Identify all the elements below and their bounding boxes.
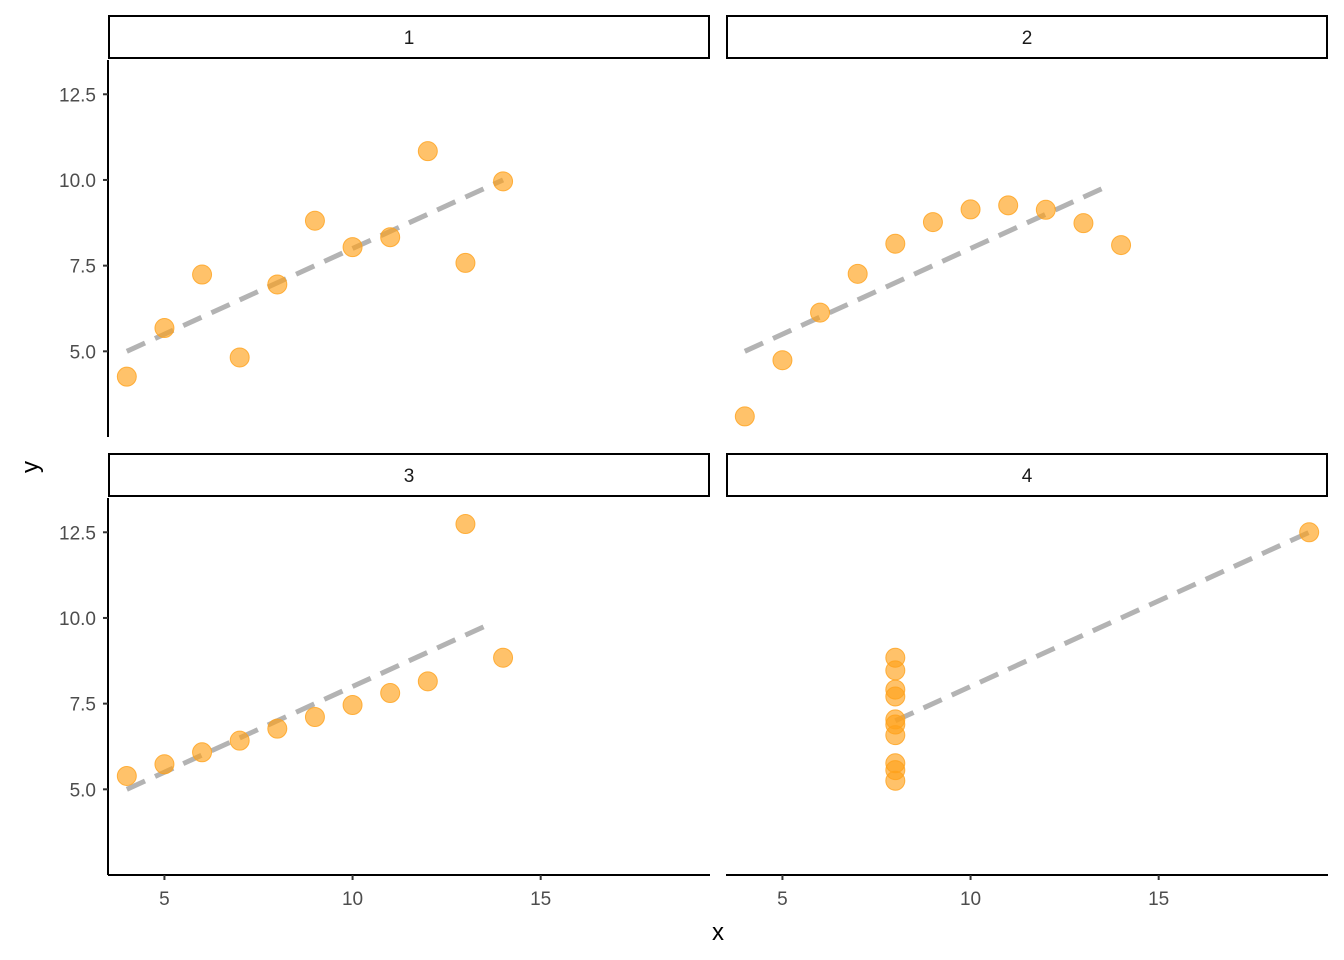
facet-panel-4: 4 5 10 15 bbox=[726, 453, 1328, 910]
data-point bbox=[342, 695, 363, 716]
facet-strip-4 bbox=[726, 453, 1328, 497]
y-tick-label: 10.0 bbox=[59, 609, 96, 630]
trend-line-3 bbox=[125, 622, 490, 792]
data-point bbox=[304, 210, 325, 231]
data-point bbox=[960, 199, 981, 220]
panels-layer: 1 5.0 7.5 10.0 12.5 2 3 5.0 7.5 10.0 12.5 5 10 15 4 5 10… bbox=[59, 15, 1328, 910]
data-point bbox=[455, 252, 476, 273]
x-axis-title: x bbox=[712, 919, 724, 946]
y-tick-label: 10.0 bbox=[59, 171, 96, 192]
data-point bbox=[116, 366, 137, 387]
data-point bbox=[772, 350, 793, 371]
data-point bbox=[885, 714, 906, 735]
y-tick-label: 5.0 bbox=[70, 342, 96, 363]
data-point bbox=[116, 765, 137, 786]
y-tick-label: 7.5 bbox=[70, 257, 96, 278]
data-point bbox=[1073, 213, 1094, 234]
data-point bbox=[998, 195, 1019, 216]
facet-strip-2 bbox=[726, 15, 1328, 59]
trend-line-2 bbox=[743, 184, 1108, 354]
y-tick-label: 5.0 bbox=[70, 780, 96, 801]
facet-strip-1 bbox=[108, 15, 710, 59]
data-point bbox=[380, 683, 401, 704]
data-point bbox=[734, 406, 755, 427]
data-point bbox=[810, 302, 831, 323]
x-tick-label: 15 bbox=[530, 889, 551, 910]
data-point bbox=[493, 171, 514, 192]
data-point bbox=[885, 233, 906, 254]
data-point bbox=[417, 141, 438, 162]
data-point bbox=[885, 660, 906, 681]
y-axis-title: y bbox=[17, 461, 44, 473]
x-tick-label: 10 bbox=[960, 889, 981, 910]
facet-strip-label-1: 1 bbox=[404, 28, 415, 49]
x-tick-label: 5 bbox=[777, 889, 788, 910]
data-point bbox=[847, 263, 868, 284]
trend-line-1 bbox=[125, 177, 505, 354]
data-point bbox=[922, 212, 943, 233]
data-point bbox=[192, 742, 213, 763]
data-point bbox=[493, 647, 514, 668]
facet-strip-label-3: 3 bbox=[404, 466, 415, 487]
facet-panel-3: 3 5.0 7.5 10.0 12.5 5 10 15 bbox=[59, 453, 710, 910]
data-point bbox=[267, 274, 288, 295]
data-point bbox=[192, 264, 213, 285]
facet-panel-1: 1 5.0 7.5 10.0 12.5 bbox=[59, 15, 710, 437]
data-point bbox=[154, 754, 175, 775]
trend-line-4 bbox=[894, 529, 1311, 724]
data-point bbox=[1035, 199, 1056, 220]
x-tick-label: 5 bbox=[159, 889, 170, 910]
facet-strip-3 bbox=[108, 453, 710, 497]
data-point bbox=[229, 347, 250, 368]
data-point bbox=[455, 514, 476, 535]
facet-strip-label-2: 2 bbox=[1022, 28, 1033, 49]
y-tick-label: 7.5 bbox=[70, 695, 96, 716]
data-point bbox=[1299, 522, 1320, 543]
y-tick-label: 12.5 bbox=[59, 523, 96, 544]
data-point bbox=[1111, 235, 1132, 256]
facet-strip-label-4: 4 bbox=[1022, 466, 1033, 487]
x-tick-label: 15 bbox=[1148, 889, 1169, 910]
x-tick-label: 10 bbox=[342, 889, 363, 910]
data-point bbox=[154, 318, 175, 339]
data-point bbox=[342, 237, 363, 258]
data-point bbox=[267, 718, 288, 739]
data-point bbox=[417, 671, 438, 692]
data-point bbox=[380, 227, 401, 248]
data-point bbox=[885, 760, 906, 781]
facet-panel-2: 2 bbox=[726, 15, 1328, 427]
data-point bbox=[229, 730, 250, 751]
data-point bbox=[304, 707, 325, 728]
y-tick-label: 12.5 bbox=[59, 85, 96, 106]
data-point bbox=[885, 679, 906, 700]
